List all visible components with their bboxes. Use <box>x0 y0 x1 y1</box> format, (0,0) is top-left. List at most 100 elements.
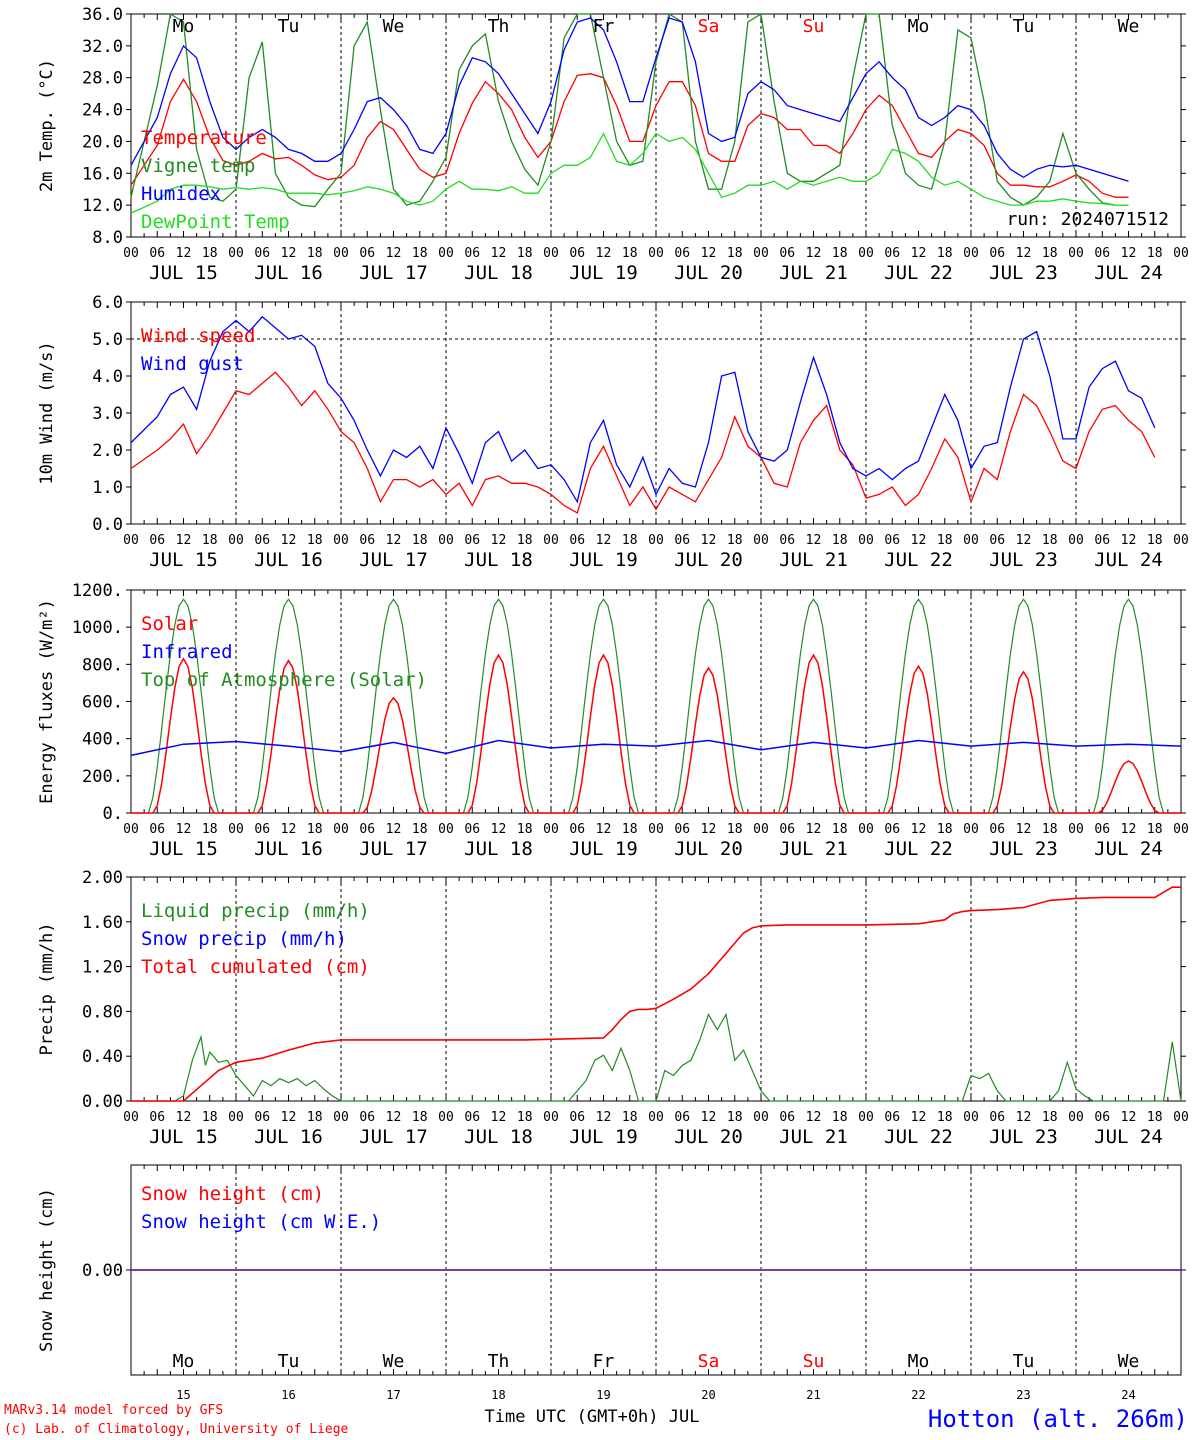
panel-2: 0.0 1.0 2.0 3.0 4.0 5.0 6.0 10m Wind (m/s) 00 06 1… <box>37 293 1189 571</box>
y-tick-label: 0.00 <box>82 1261 123 1281</box>
hour-tick-label: 06 <box>464 246 480 261</box>
y-axis-label: Snow height (cm) <box>37 1188 57 1352</box>
date-label: JUL 17 <box>359 549 428 571</box>
y-tick-label: 20.0 <box>82 132 123 152</box>
hour-tick-label: 00 <box>543 1110 559 1125</box>
y-tick-label: 3.0 <box>92 404 123 424</box>
hour-tick-label: 12 <box>1016 246 1032 261</box>
date-label: JUL 18 <box>464 838 533 860</box>
weekday-label: Mo <box>908 16 930 37</box>
series-vigne-temp <box>130 12 1129 208</box>
hour-tick-label: 06 <box>359 246 375 261</box>
date-label: JUL 15 <box>149 1126 218 1148</box>
hour-tick-label: 00 <box>1173 1110 1189 1125</box>
hour-tick-label: 12 <box>596 246 612 261</box>
hour-tick-label: 00 <box>648 533 664 548</box>
weekday-label: Th <box>488 16 510 37</box>
hour-tick-label: 18 <box>622 1110 638 1125</box>
hour-tick-label: 12 <box>1121 1110 1137 1125</box>
panel-5: 0.00 Snow height (cm) Mo 15 Tu 16 We 17 Th 18 Fr 19… <box>37 1164 1186 1402</box>
y-tick-label: 0.00 <box>82 1092 123 1112</box>
hour-tick-label: 00 <box>123 1110 139 1125</box>
hour-tick-label: 18 <box>412 533 428 548</box>
hour-tick-label: 18 <box>832 1110 848 1125</box>
panel-4: 0.00 0.40 0.80 1.20 1.60 2.00 Precip (mm/h) 00 0… <box>37 868 1189 1148</box>
hour-tick-label: 18 <box>517 822 533 837</box>
hour-tick-label: 00 <box>858 1110 874 1125</box>
date-label: JUL 20 <box>674 549 743 571</box>
legend-entry: Vigne temp <box>141 155 255 177</box>
weekday-label: Fr <box>593 1351 615 1372</box>
hour-tick-label: 18 <box>622 822 638 837</box>
hour-tick-label: 18 <box>1042 822 1058 837</box>
hour-tick-label: 00 <box>438 822 454 837</box>
hour-tick-label: 00 <box>333 822 349 837</box>
hour-tick-label: 12 <box>596 822 612 837</box>
weekday-label: Mo <box>908 1351 930 1372</box>
hour-tick-label: 12 <box>1016 1110 1032 1125</box>
hour-tick-label: 18 <box>937 1110 953 1125</box>
hour-tick-label: 12 <box>596 533 612 548</box>
date-label: JUL 23 <box>989 838 1058 860</box>
y-tick-label: 1000. <box>72 618 123 638</box>
model-credit: MARv3.14 model forced by GFS <box>4 1403 223 1418</box>
plot-frame <box>130 589 1182 814</box>
hour-tick-label: 00 <box>543 822 559 837</box>
hour-tick-label: 12 <box>806 246 822 261</box>
hour-tick-label: 06 <box>779 533 795 548</box>
weekday-label: We <box>383 16 405 37</box>
hour-tick-label: 12 <box>701 246 717 261</box>
weekday-label: Th <box>488 1351 510 1372</box>
date-label: JUL 22 <box>884 549 953 571</box>
lab-credit: (c) Lab. of Climatology, University of L… <box>4 1422 349 1437</box>
hour-tick-label: 12 <box>911 533 927 548</box>
hour-tick-label: 18 <box>1147 533 1163 548</box>
date-label: JUL 18 <box>464 262 533 284</box>
date-label: JUL 22 <box>884 1126 953 1148</box>
day-number-label: 16 <box>281 1388 295 1402</box>
y-axis-label: Energy fluxes (W/m²) <box>37 599 57 804</box>
legend-entry: Solar <box>141 613 198 635</box>
hour-tick-label: 00 <box>123 533 139 548</box>
hour-tick-label: 12 <box>806 1110 822 1125</box>
hour-tick-label: 12 <box>176 1110 192 1125</box>
hour-tick-label: 06 <box>884 246 900 261</box>
y-tick-label: 6.0 <box>92 293 123 313</box>
legend-entry: Snow precip (mm/h) <box>141 928 347 950</box>
hour-tick-label: 06 <box>674 533 690 548</box>
y-tick-label: 2.00 <box>82 868 123 888</box>
hour-tick-label: 00 <box>648 246 664 261</box>
hour-tick-label: 12 <box>806 822 822 837</box>
series-infrared <box>130 739 1182 757</box>
hour-tick-label: 00 <box>333 533 349 548</box>
hour-tick-label: 06 <box>674 1110 690 1125</box>
legend-entry: Wind gust <box>141 353 244 375</box>
y-tick-label: 0.0 <box>92 515 123 535</box>
y-tick-label: 800. <box>82 655 123 675</box>
hour-tick-label: 06 <box>1094 1110 1110 1125</box>
hour-tick-label: 18 <box>517 246 533 261</box>
hour-tick-label: 18 <box>202 822 218 837</box>
hour-tick-label: 06 <box>779 246 795 261</box>
legend-entry: Snow height (cm W.E.) <box>141 1211 381 1233</box>
day-number-label: 21 <box>806 1388 820 1402</box>
station-name: Hotton (alt. 266m) <box>928 1405 1188 1433</box>
hour-tick-label: 18 <box>832 822 848 837</box>
weekday-label: We <box>1118 1351 1140 1372</box>
y-tick-label: 200. <box>82 767 123 787</box>
legend-entry: Temperature <box>141 127 267 149</box>
hour-tick-label: 12 <box>491 1110 507 1125</box>
hour-tick-label: 12 <box>176 533 192 548</box>
date-label: JUL 23 <box>989 262 1058 284</box>
hour-tick-label: 00 <box>123 246 139 261</box>
y-tick-label: 8.0 <box>92 228 123 248</box>
hour-tick-label: 06 <box>359 1110 375 1125</box>
hour-tick-label: 00 <box>753 246 769 261</box>
day-number-label: 24 <box>1121 1388 1135 1402</box>
date-label: JUL 21 <box>779 1126 848 1148</box>
hour-tick-label: 00 <box>228 246 244 261</box>
weekday-label: Tu <box>278 16 300 37</box>
hour-tick-label: 00 <box>858 246 874 261</box>
hour-tick-label: 12 <box>386 533 402 548</box>
day-number-label: 15 <box>176 1388 190 1402</box>
